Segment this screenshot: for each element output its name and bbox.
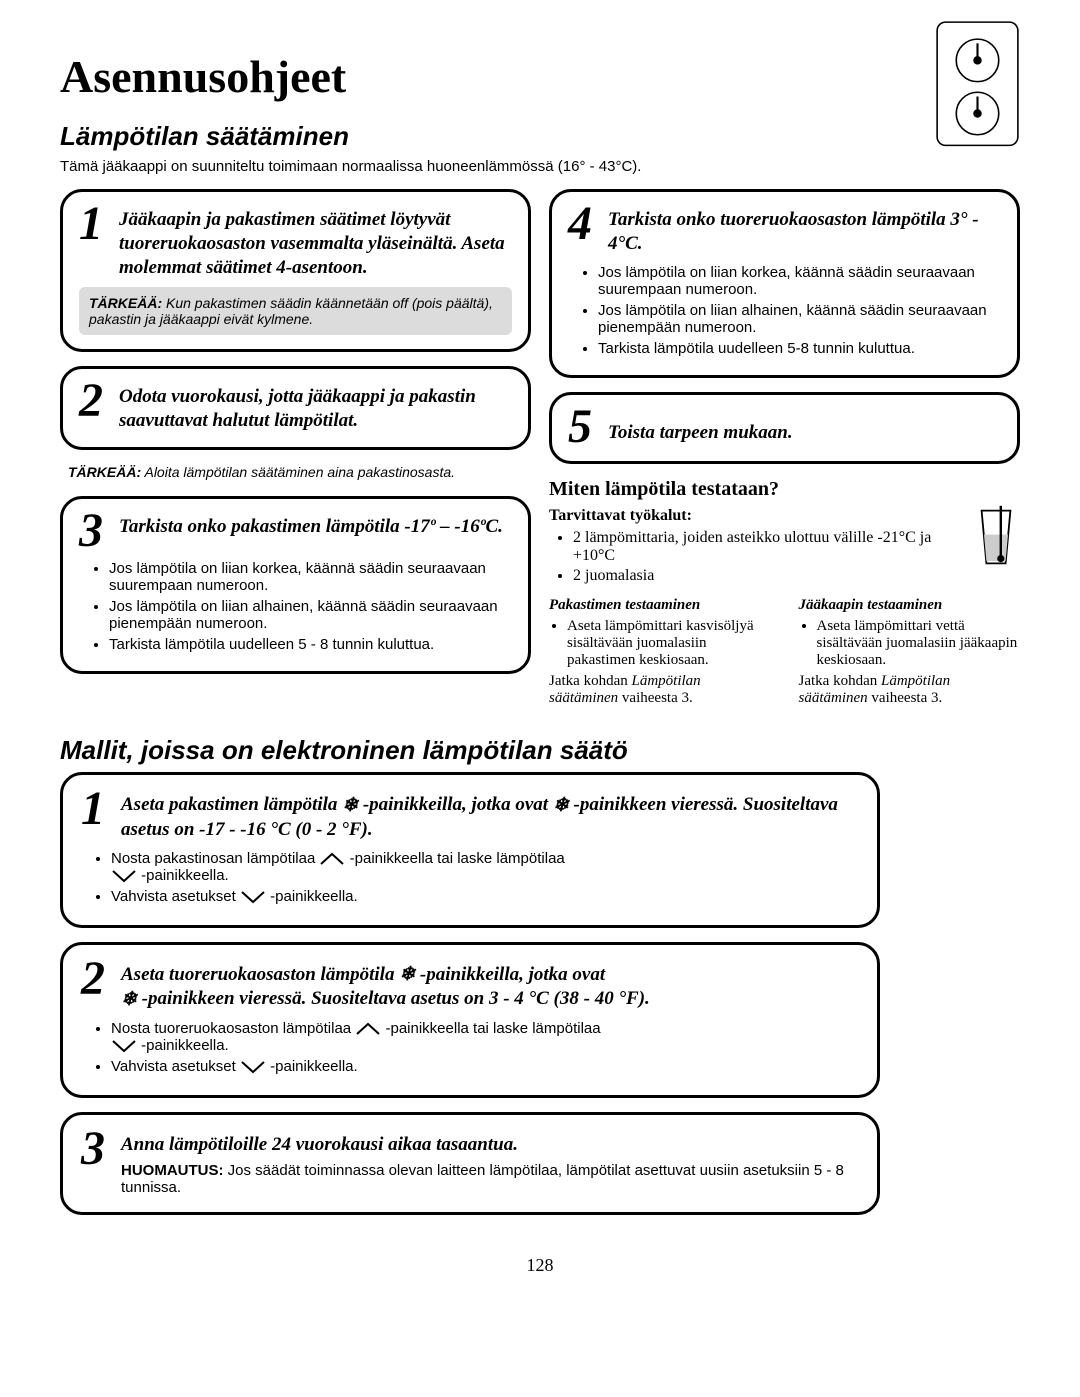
fridge-test-continue: Jatka kohdan Lämpötilan säätäminen vaihe…	[799, 673, 1021, 707]
two-column-layout: 1 Jääkaapin ja pakastimen säätimet löyty…	[60, 189, 1020, 707]
fridge-test-title: Jääkaapin testaaminen	[799, 597, 1021, 614]
notice-label: HUOMAUTUS:	[121, 1162, 224, 1179]
freezer-test-column: Pakastimen testaaminen Aseta lämpömittar…	[549, 597, 771, 707]
down-arrow-icon	[240, 890, 266, 904]
freezer-test-continue: Jatka kohdan Lämpötilan säätäminen vaihe…	[549, 673, 771, 707]
up-arrow-icon	[355, 1022, 381, 1036]
step-number: 3	[81, 1129, 115, 1170]
thermometer-glass-illustration	[972, 501, 1020, 573]
bullet-item: Nosta pakastinosan lämpötilaa -painikkee…	[111, 850, 859, 884]
step-number: 2	[79, 381, 113, 422]
notice-text: Jos säädät toiminnassa olevan laitteen l…	[121, 1162, 844, 1196]
test-heading: Miten lämpötila testataan?	[549, 478, 1020, 501]
step-3-box: 3 Tarkista onko pakastimen lämpötila -17…	[60, 496, 531, 674]
step-number: 4	[568, 204, 602, 245]
step-3-heading: Tarkista onko pakastimen lämpötila -17º …	[119, 511, 503, 539]
step-4-bullets: Jos lämpötila on liian korkea, käännä sä…	[568, 264, 1001, 357]
electronic-step-2-box: 2 Aseta tuoreruokaosaston lämpötila ❄ -p…	[60, 942, 880, 1098]
tools-list: 2 lämpömittaria, joiden asteikko ulottuu…	[549, 529, 962, 585]
tool-item: 2 juomalasia	[573, 567, 962, 585]
important-label: TÄRKEÄÄ:	[68, 464, 141, 480]
freezer-test-bullet: Aseta lämpömittari kasvisöljyä sisältävä…	[567, 618, 771, 669]
step-2-box: 2 Odota vuorokausi, jotta jääkaappi ja p…	[60, 366, 531, 450]
intro-text: Tämä jääkaappi on suunniteltu toimimaan …	[60, 158, 1020, 175]
bullet-item: Vahvista asetukset -painikkeella.	[111, 888, 859, 905]
electronic-step-1-heading: Aseta pakastimen lämpötila ❄ -painikkeil…	[121, 789, 859, 841]
step-4-heading: Tarkista onko tuoreruokaosaston lämpötil…	[608, 204, 1001, 256]
freezer-test-title: Pakastimen testaaminen	[549, 597, 771, 614]
fridge-test-column: Jääkaapin testaaminen Aseta lämpömittari…	[799, 597, 1021, 707]
snowflake-icon: ❄	[121, 988, 137, 1012]
step-4-box: 4 Tarkista onko tuoreruokaosaston lämpöt…	[549, 189, 1020, 378]
electronic-step-3-heading: Anna lämpötiloille 24 vuorokausi aikaa t…	[121, 1129, 859, 1157]
bullet-item: Jos lämpötila on liian korkea, käännä sä…	[598, 264, 1001, 298]
bullet-item: Jos lämpötila on liian alhainen, käännä …	[109, 598, 512, 632]
snowflake-icon: ❄	[399, 963, 415, 987]
electronic-step-3-box: 3 Anna lämpötiloille 24 vuorokausi aikaa…	[60, 1112, 880, 1216]
section-electronic-models: Mallit, joissa on elektroninen lämpötila…	[60, 735, 1020, 1215]
bullet-item: Jos lämpötila on liian korkea, käännä sä…	[109, 560, 512, 594]
snowflake-icon: ❄	[553, 794, 569, 818]
section-heading-temperature: Lämpötilan säätäminen	[60, 121, 1020, 152]
bullet-item: Jos lämpötila on liian alhainen, käännä …	[598, 302, 1001, 336]
electronic-step-2-heading: Aseta tuoreruokaosaston lämpötila ❄ -pai…	[121, 959, 650, 1012]
step-5-box: 5 Toista tarpeen mukaan.	[549, 392, 1020, 465]
electronic-step-1-bullets: Nosta pakastinosan lämpötilaa -painikkee…	[81, 850, 859, 905]
important-text: Aloita lämpötilan säätäminen aina pakast…	[144, 464, 455, 480]
down-arrow-icon	[111, 1039, 137, 1053]
control-dial-illustration	[935, 20, 1020, 148]
up-arrow-icon	[319, 852, 345, 866]
step-5-heading: Toista tarpeen mukaan.	[608, 407, 793, 445]
bullet-item: Vahvista asetukset -painikkeella.	[111, 1058, 859, 1075]
step-number: 5	[568, 407, 602, 448]
note-label: TÄRKEÄÄ:	[89, 295, 162, 311]
step-number: 1	[81, 789, 115, 830]
electronic-step-3-notice: HUOMAUTUS: Jos säädät toiminnassa olevan…	[121, 1162, 859, 1196]
bullet-item: Nosta tuoreruokaosaston lämpötilaa -pain…	[111, 1020, 859, 1054]
tool-item: 2 lämpömittaria, joiden asteikko ulottuu…	[573, 529, 962, 565]
left-column: 1 Jääkaapin ja pakastimen säätimet löyty…	[60, 189, 531, 688]
step-number: 3	[79, 511, 113, 552]
important-line: TÄRKEÄÄ: Aloita lämpötilan säätäminen ai…	[68, 464, 531, 480]
step-1-box: 1 Jääkaapin ja pakastimen säätimet löyty…	[60, 189, 531, 352]
step-number: 2	[81, 959, 115, 1000]
bullet-item: Tarkista lämpötila uudelleen 5 - 8 tunni…	[109, 636, 512, 653]
fridge-test-bullet: Aseta lämpömittari vettä sisältävään juo…	[817, 618, 1021, 669]
down-arrow-icon	[111, 869, 137, 883]
step-1-note: TÄRKEÄÄ: Kun pakastimen säädin käännetää…	[79, 287, 512, 335]
tools-label: Tarvittavat työkalut:	[549, 507, 962, 525]
right-column: 4 Tarkista onko tuoreruokaosaston lämpöt…	[549, 189, 1020, 707]
step-1-heading: Jääkaapin ja pakastimen säätimet löytyvä…	[119, 204, 512, 279]
bullet-item: Tarkista lämpötila uudelleen 5-8 tunnin …	[598, 340, 1001, 357]
snowflake-icon: ❄	[342, 794, 358, 818]
step-2-heading: Odota vuorokausi, jotta jääkaappi ja pak…	[119, 381, 512, 433]
electronic-step-1-box: 1 Aseta pakastimen lämpötila ❄ -painikke…	[60, 772, 880, 927]
section-heading-electronic: Mallit, joissa on elektroninen lämpötila…	[60, 735, 1020, 766]
page-number: 128	[60, 1255, 1020, 1276]
page-title: Asennusohjeet	[60, 50, 1020, 103]
electronic-step-2-bullets: Nosta tuoreruokaosaston lämpötilaa -pain…	[81, 1020, 859, 1075]
test-columns: Pakastimen testaaminen Aseta lämpömittar…	[549, 597, 1020, 707]
step-number: 1	[79, 204, 113, 245]
step-3-bullets: Jos lämpötila on liian korkea, käännä sä…	[79, 560, 512, 653]
down-arrow-icon	[240, 1060, 266, 1074]
